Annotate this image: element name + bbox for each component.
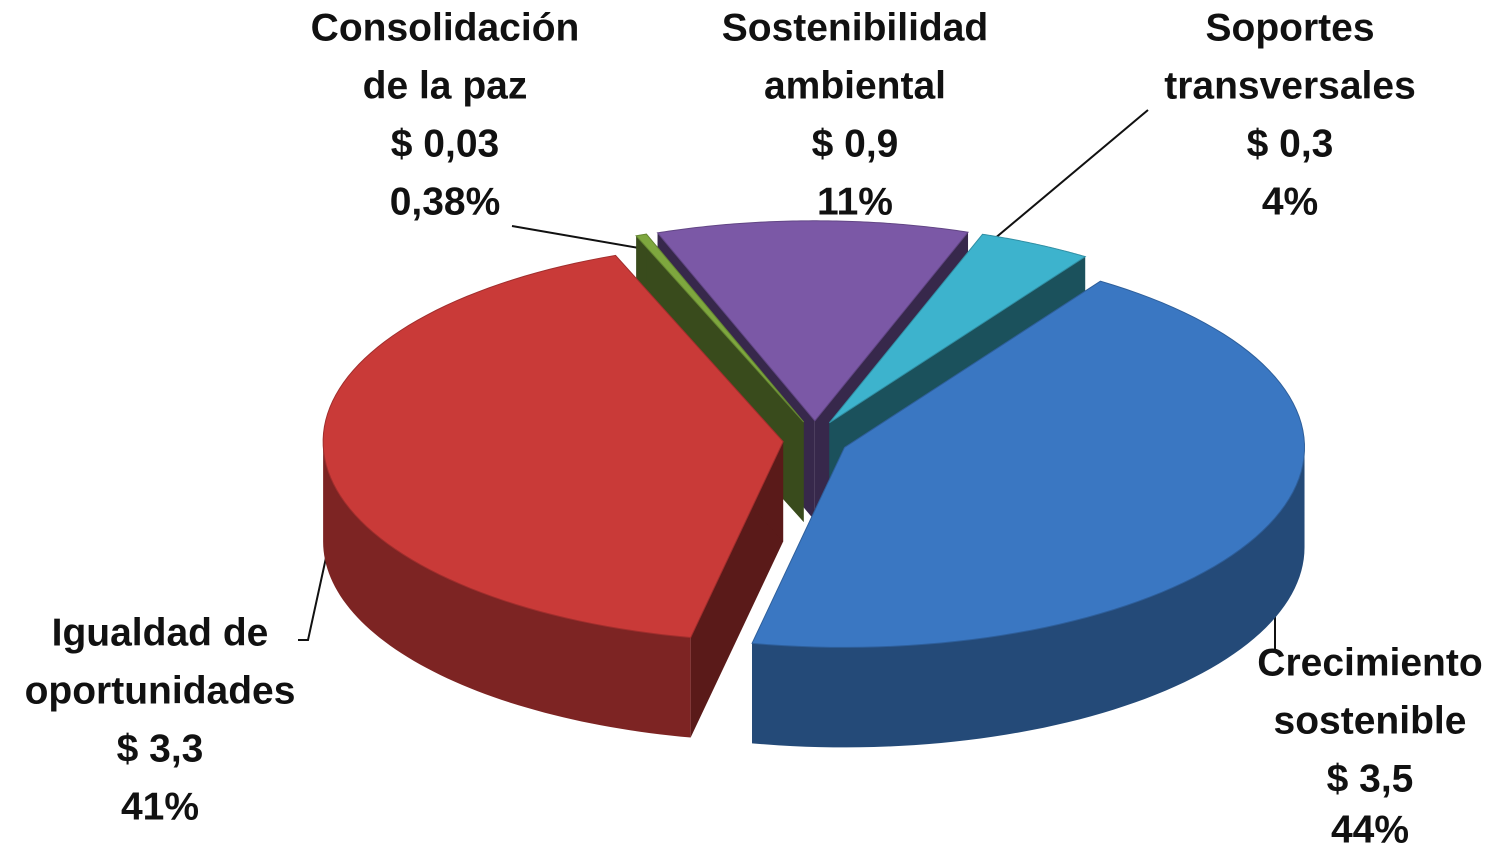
slice-amount: $ 0,3 <box>1247 122 1334 165</box>
slice-name: sostenible <box>1274 699 1467 742</box>
pie-slice <box>751 280 1305 648</box>
pie-slice <box>635 233 805 423</box>
slice-percent: 41% <box>121 785 199 828</box>
slice-name: Igualdad de <box>52 611 269 654</box>
leader-line <box>974 109 1149 256</box>
pie-slice <box>828 233 1087 424</box>
slice-name: Sostenibilidad <box>722 6 989 49</box>
slice-percent: 44% <box>1331 808 1409 851</box>
slice-amount: $ 0,03 <box>391 122 499 165</box>
pie <box>322 220 1305 748</box>
slice-name: transversales <box>1164 64 1416 107</box>
slice-amount: $ 3,5 <box>1327 757 1414 800</box>
labels: Sostenibilidad ambiental $ 0,9 11% Soportes t… <box>25 6 1483 851</box>
slice-name: Crecimiento <box>1257 641 1482 684</box>
slice-amount: $ 0,9 <box>812 122 899 165</box>
slice-percent: 0,38% <box>390 180 501 223</box>
slice-name: oportunidades <box>25 669 296 712</box>
slice-name: Soportes <box>1205 6 1374 49</box>
pie-wall <box>323 441 691 738</box>
slice-percent: 4% <box>1262 180 1318 223</box>
slice-amount: $ 3,3 <box>117 727 204 770</box>
pie-slice <box>322 254 784 639</box>
slice-name: Consolidación <box>311 6 580 49</box>
slice-name: de la paz <box>363 64 528 107</box>
slice-name: ambiental <box>764 64 946 107</box>
pie-slice <box>656 220 969 422</box>
pie-wall <box>752 447 1305 748</box>
slice-percent: 11% <box>817 180 893 223</box>
